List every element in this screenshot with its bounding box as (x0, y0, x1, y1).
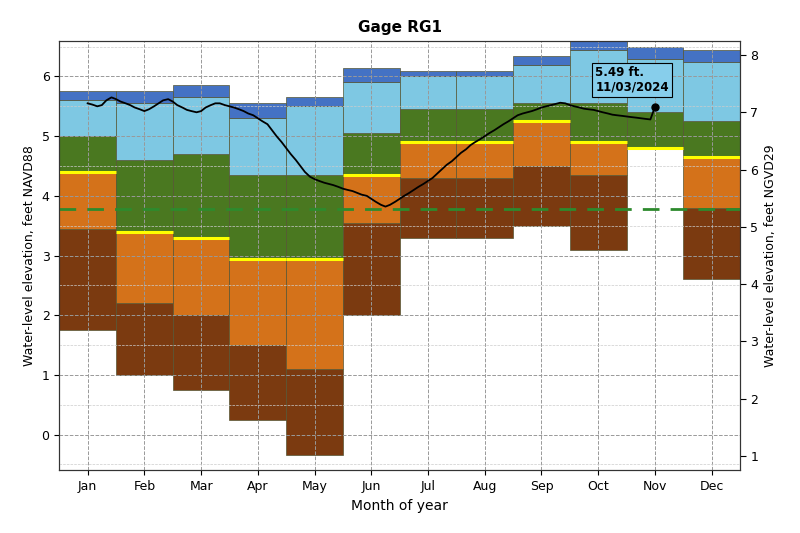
Y-axis label: Water-level elevation, feet NAVD88: Water-level elevation, feet NAVD88 (23, 145, 36, 366)
Bar (116, 160, 173, 232)
Bar (400, 178, 456, 238)
Bar (400, 76, 456, 109)
Bar (513, 55, 570, 64)
Bar (683, 157, 740, 208)
X-axis label: Month of year: Month of year (351, 499, 448, 513)
Bar (343, 223, 400, 315)
Bar (230, 175, 286, 259)
Bar (59, 229, 116, 330)
Bar (513, 103, 570, 121)
Bar (513, 121, 570, 166)
Bar (513, 64, 570, 103)
Bar (400, 109, 456, 142)
Bar (683, 121, 740, 157)
Bar (116, 303, 173, 375)
Text: 5.49 ft.
11/03/2024: 5.49 ft. 11/03/2024 (595, 66, 669, 94)
Bar (286, 98, 343, 106)
Bar (626, 59, 683, 112)
Bar (683, 50, 740, 61)
Bar (116, 232, 173, 303)
Bar (626, 112, 683, 148)
Bar (570, 175, 626, 249)
Bar (570, 38, 626, 50)
Bar (570, 103, 626, 142)
Bar (513, 166, 570, 225)
Bar (343, 68, 400, 83)
Bar (59, 136, 116, 172)
Title: Gage RG1: Gage RG1 (358, 20, 442, 35)
Bar (343, 83, 400, 133)
Bar (626, 46, 683, 59)
Bar (173, 98, 230, 154)
Bar (456, 76, 513, 109)
Bar (230, 103, 286, 118)
Bar (570, 142, 626, 175)
Bar (570, 50, 626, 103)
Bar (456, 178, 513, 238)
Bar (230, 259, 286, 345)
Bar (173, 154, 230, 238)
Bar (456, 142, 513, 178)
Bar (59, 100, 116, 136)
Bar (173, 238, 230, 315)
Bar (230, 118, 286, 175)
Bar (343, 175, 400, 223)
Bar (59, 172, 116, 229)
Bar (173, 315, 230, 390)
Bar (343, 133, 400, 175)
Bar (286, 369, 343, 456)
Bar (286, 259, 343, 369)
Bar (116, 91, 173, 103)
Bar (59, 91, 116, 100)
Bar (116, 103, 173, 160)
Bar (230, 345, 286, 419)
Bar (400, 70, 456, 76)
Bar (286, 175, 343, 259)
Bar (173, 85, 230, 98)
Bar (683, 208, 740, 279)
Bar (400, 142, 456, 178)
Bar (456, 70, 513, 76)
Y-axis label: Water-level elevation, feet NGVD29: Water-level elevation, feet NGVD29 (764, 144, 777, 367)
Bar (286, 106, 343, 175)
Bar (683, 61, 740, 121)
Bar (456, 109, 513, 142)
